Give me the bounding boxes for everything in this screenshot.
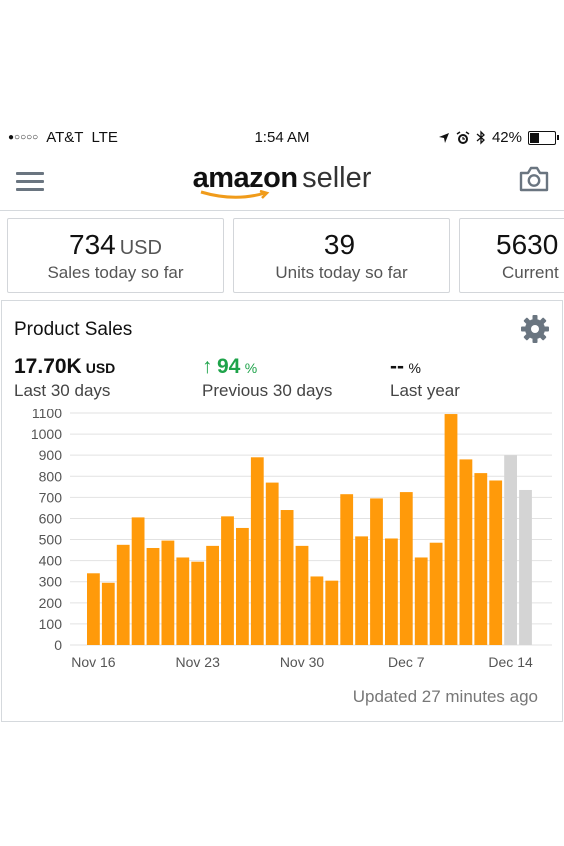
network-type: LTE <box>91 129 118 146</box>
sales-today-card[interactable]: 734 USD Sales today so far <box>7 218 224 293</box>
y-tick-label: 300 <box>39 574 63 590</box>
status-right: 42% <box>438 129 559 146</box>
metric-value: -- <box>390 355 404 378</box>
app-header: amazon seller <box>0 150 564 211</box>
x-tick-label: Dec 7 <box>388 654 425 670</box>
projected-bar <box>504 455 517 645</box>
battery-percent: 42% <box>491 129 522 146</box>
sales-bar <box>444 414 458 645</box>
card-label: Sales today so far <box>47 263 184 282</box>
y-tick-label: 100 <box>39 616 63 632</box>
sales-bar <box>221 516 234 645</box>
metric-last-30-days: 17.70K USD Last 30 days <box>14 355 115 401</box>
y-tick-label: 400 <box>39 553 63 569</box>
card-unit: USD <box>119 237 162 259</box>
card-value: 5630 <box>496 229 559 260</box>
logo-product: seller <box>302 162 372 194</box>
x-tick-label: Dec 14 <box>488 654 533 670</box>
sales-bar <box>236 527 249 645</box>
sales-bar <box>280 510 294 645</box>
amazon-smile-icon <box>200 190 270 199</box>
location-arrow-icon <box>438 132 449 143</box>
y-tick-label: 1000 <box>31 426 62 442</box>
card-label: Current <box>502 263 559 282</box>
current-card[interactable]: 5630 Current <box>459 218 564 293</box>
menu-icon[interactable] <box>16 172 44 192</box>
sales-bar <box>414 557 428 645</box>
summary-cards: 734 USD Sales today so far 39 Units today… <box>7 218 564 294</box>
metric-unit: % <box>408 360 421 376</box>
projected-bar <box>519 489 532 645</box>
y-tick-label: 700 <box>39 489 63 505</box>
sales-bar <box>116 544 130 645</box>
metric-label: Last year <box>390 381 460 400</box>
sales-bar <box>250 457 264 645</box>
sales-bar <box>176 557 190 645</box>
sales-bar <box>101 582 115 645</box>
alarm-clock-icon <box>456 130 470 144</box>
sales-bar <box>295 545 309 645</box>
carrier-name: AT&T <box>46 129 84 146</box>
panel-title: Product Sales <box>14 319 133 340</box>
sales-bar <box>146 547 160 645</box>
y-tick-label: 0 <box>54 637 62 653</box>
sales-bar <box>399 492 413 645</box>
y-tick-label: 1100 <box>32 409 62 421</box>
metric-value: 17.70K <box>14 355 82 378</box>
sales-bar <box>489 480 503 645</box>
sales-bar <box>206 545 219 645</box>
metric-last-year: -- % Last year <box>390 355 460 401</box>
app-logo: amazon seller <box>0 162 564 199</box>
sales-bar <box>459 459 473 645</box>
x-tick-label: Nov 30 <box>280 654 325 670</box>
x-tick-label: Nov 16 <box>71 654 116 670</box>
status-bar: ●○○○○ AT&T LTE 1:54 AM 42% <box>0 126 564 150</box>
metric-label: Last 30 days <box>14 381 111 400</box>
status-left: ●○○○○ AT&T LTE <box>8 129 118 146</box>
signal-strength-icon: ●○○○○ <box>8 132 39 143</box>
up-arrow-icon: ↑ <box>202 355 213 378</box>
battery-icon <box>528 130 559 145</box>
sales-bar <box>429 542 443 645</box>
sales-bar <box>161 540 175 645</box>
sales-bar <box>385 538 398 645</box>
product-sales-chart: 0 100 200 300 400 500 600 700 800 900 1000 1100 Nov … <box>31 409 552 670</box>
y-tick-label: 200 <box>39 595 63 611</box>
sales-bar <box>370 498 383 645</box>
metric-unit: USD <box>85 360 116 376</box>
sales-bar <box>87 573 100 645</box>
sales-bar <box>191 561 205 645</box>
card-value: 734 <box>69 229 116 260</box>
y-tick-label: 800 <box>39 468 63 484</box>
metric-value: 94 <box>216 355 241 378</box>
sales-bar <box>310 576 324 645</box>
sales-bar <box>340 494 354 645</box>
card-label: Units today so far <box>275 263 408 282</box>
sales-bar <box>325 580 339 645</box>
sales-bar <box>265 482 279 645</box>
product-sales-panel: Product Sales 17.70K USD Last 30 days ↑ 9… <box>1 300 563 722</box>
bluetooth-icon <box>476 130 485 145</box>
y-tick-label: 900 <box>39 447 63 463</box>
sales-bar <box>355 536 368 645</box>
units-today-card[interactable]: 39 Units today so far <box>233 218 450 293</box>
gear-icon[interactable] <box>520 314 550 344</box>
x-tick-label: Nov 23 <box>176 654 221 670</box>
camera-icon[interactable] <box>518 164 550 194</box>
sales-bar <box>474 473 488 645</box>
logo-brand: amazon <box>192 162 298 194</box>
sales-bar <box>131 517 145 645</box>
metric-previous-30-days: ↑ 94 % Previous 30 days <box>202 355 332 401</box>
updated-timestamp: Updated 27 minutes ago <box>352 687 538 706</box>
battery-fill <box>530 132 540 143</box>
y-tick-label: 500 <box>39 532 63 548</box>
y-tick-label: 600 <box>39 510 63 526</box>
metric-unit: % <box>244 360 258 376</box>
card-value: 39 <box>323 229 356 260</box>
status-time: 1:54 AM <box>254 129 310 146</box>
metric-label: Previous 30 days <box>202 381 333 400</box>
